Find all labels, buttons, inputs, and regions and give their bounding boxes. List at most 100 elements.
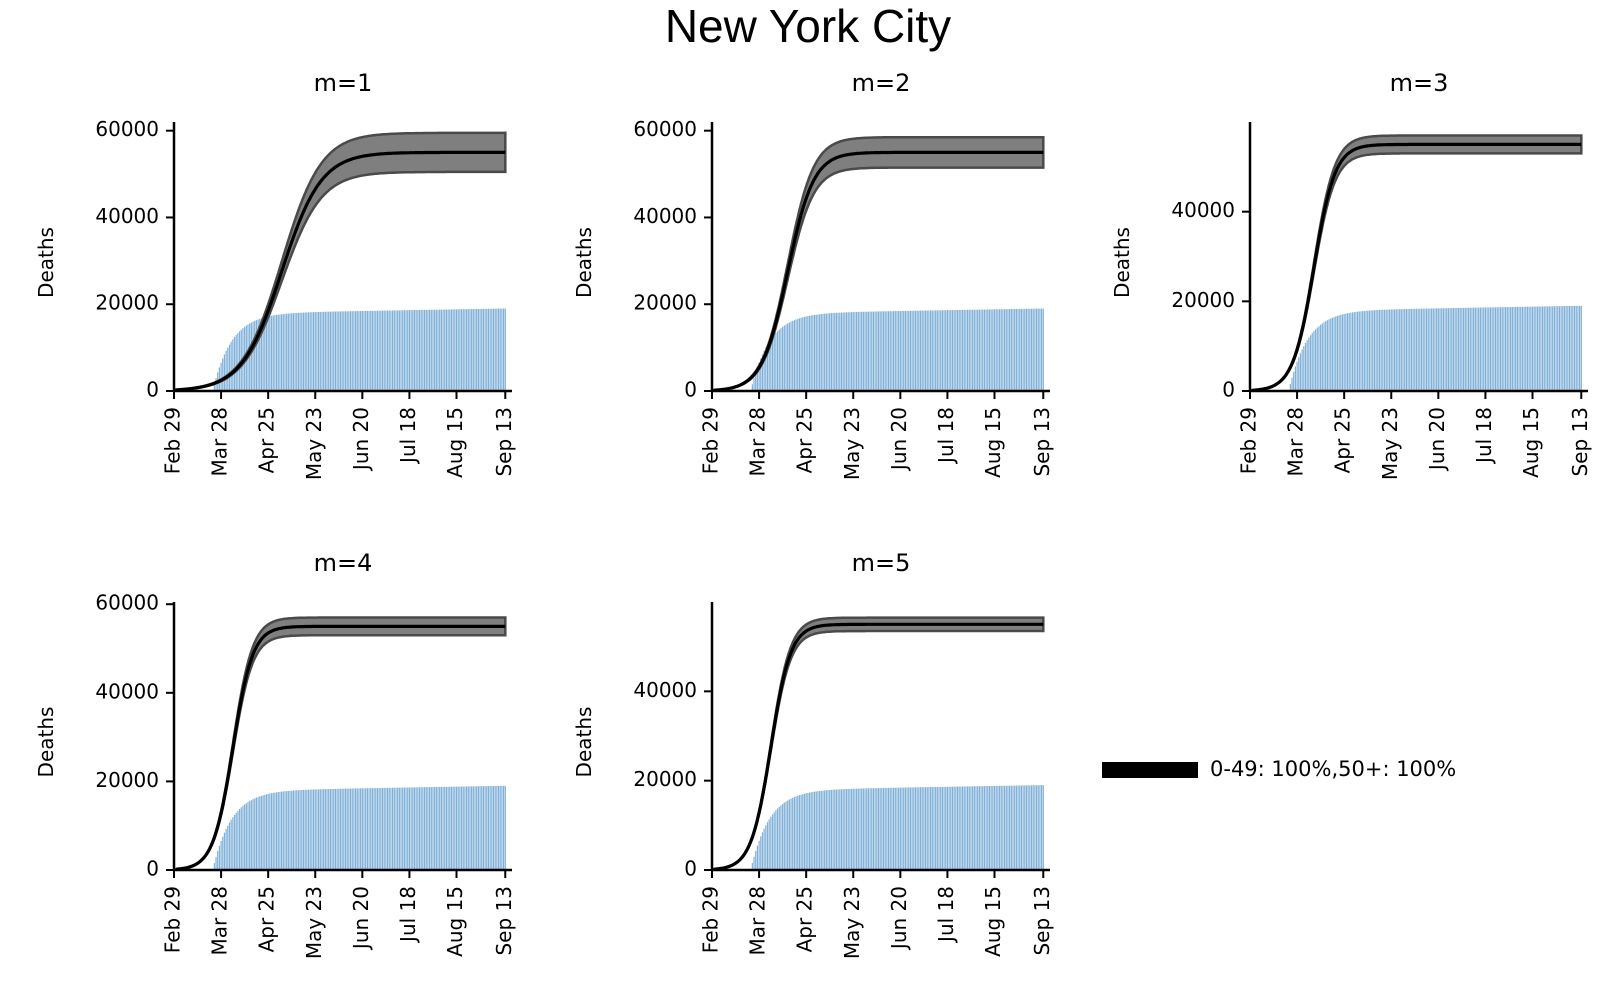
- observed-bar: [995, 309, 997, 391]
- observed-bar: [861, 788, 863, 870]
- observed-bar: [1309, 335, 1312, 391]
- x-tick-label: Sep 13: [1030, 407, 1054, 477]
- observed-bar: [832, 313, 834, 391]
- observed-bar: [491, 786, 493, 870]
- x-tick-label: Feb 29: [161, 886, 185, 953]
- observed-bar: [1494, 307, 1497, 391]
- observed-bar: [768, 819, 770, 870]
- observed-bar: [1365, 310, 1367, 391]
- observed-bar: [928, 787, 930, 870]
- observed-bar: [442, 786, 444, 870]
- observed-bar: [435, 786, 437, 870]
- observed-bar: [397, 787, 399, 870]
- observed-bar: [956, 309, 959, 391]
- observed-bar: [983, 786, 986, 870]
- x-tick-label: Jun 20: [887, 886, 911, 951]
- observed-bar: [965, 786, 967, 870]
- observed-bar: [284, 313, 286, 391]
- x-tick-label: Aug 15: [1519, 407, 1543, 478]
- observed-bar: [1303, 346, 1305, 391]
- observed-bar: [1345, 313, 1347, 391]
- observed-bar: [408, 787, 411, 870]
- observed-bar: [368, 788, 370, 870]
- observed-bar: [869, 311, 871, 391]
- y-tick-label: 40000: [1171, 198, 1235, 222]
- observed-bar: [899, 787, 901, 870]
- figure-title: New York City: [665, 0, 951, 52]
- x-tick-label: May 23: [840, 886, 864, 959]
- observed-bar: [439, 309, 441, 391]
- observed-bar: [840, 789, 843, 870]
- observed-bar: [1375, 310, 1377, 391]
- observed-bar: [1415, 308, 1418, 391]
- observed-bar: [893, 787, 895, 870]
- observed-bar: [223, 832, 226, 870]
- observed-bar: [901, 310, 903, 391]
- observed-bar: [819, 314, 821, 391]
- observed-bar: [935, 310, 937, 391]
- observed-bar: [1346, 313, 1349, 391]
- observed-bar: [249, 323, 251, 391]
- observed-bar: [1540, 306, 1542, 391]
- observed-bar: [780, 805, 782, 870]
- observed-bar: [434, 309, 436, 391]
- observed-bar: [914, 787, 917, 870]
- observed-bar: [798, 795, 801, 870]
- observed-bar: [872, 788, 875, 870]
- observed-bar: [1017, 308, 1019, 391]
- x-tick-label: Apr 25: [255, 886, 279, 952]
- observed-bar: [257, 319, 259, 391]
- subplot-5: m=5 0 20000 40000 Feb 29 Mar 28 Apr 25 May 23 Ju…: [572, 549, 1054, 959]
- observed-bar: [287, 790, 289, 870]
- observed-bar: [417, 787, 419, 870]
- observed-bar: [998, 785, 1001, 870]
- observed-bar: [361, 310, 363, 391]
- observed-bar: [813, 314, 816, 391]
- observed-bar: [850, 788, 853, 870]
- observed-bar: [1407, 308, 1409, 391]
- observed-bar: [217, 851, 219, 870]
- observed-bar: [958, 309, 960, 391]
- observed-bar: [864, 788, 866, 870]
- observed-bar: [842, 789, 844, 870]
- observed-bar: [1555, 306, 1557, 391]
- x-tick-label: Jun 20: [887, 407, 911, 472]
- observed-bar: [228, 822, 231, 870]
- observed-bar: [260, 795, 263, 870]
- observed-bar: [1516, 306, 1518, 391]
- observed-bar: [349, 788, 352, 870]
- observed-bar: [255, 797, 258, 870]
- observed-bar: [822, 313, 824, 391]
- observed-bar: [813, 791, 816, 870]
- observed-bar: [956, 786, 959, 870]
- observed-bar: [771, 337, 774, 391]
- model-uncertainty-band: [712, 135, 1045, 392]
- observed-bar: [906, 787, 908, 870]
- observed-bar: [405, 787, 407, 870]
- observed-bar: [940, 310, 942, 391]
- observed-bar: [1553, 306, 1555, 391]
- observed-bar: [1331, 317, 1334, 391]
- observed-bar: [403, 310, 405, 391]
- x-tick-label: Aug 15: [981, 407, 1005, 478]
- observed-bar: [1313, 331, 1315, 391]
- observed-bar: [1040, 308, 1043, 391]
- observed-bar: [849, 788, 851, 870]
- observed-bar: [353, 788, 355, 870]
- observed-bar: [1363, 310, 1365, 391]
- observed-bar: [476, 308, 478, 391]
- observed-bar: [459, 309, 461, 391]
- observed-bar: [945, 786, 947, 870]
- observed-bar: [274, 315, 276, 391]
- observed-bar: [887, 787, 890, 870]
- x-tick-label: Apr 25: [255, 407, 279, 473]
- observed-bar: [407, 310, 409, 391]
- observed-bar: [793, 797, 796, 870]
- observed-bar: [886, 311, 888, 391]
- observed-bar: [422, 787, 424, 870]
- model-uncertainty-band: [174, 131, 507, 392]
- observed-bar: [1557, 306, 1559, 391]
- observed-bar: [1368, 310, 1370, 391]
- observed-bar: [328, 789, 330, 870]
- observed-bar: [392, 310, 394, 391]
